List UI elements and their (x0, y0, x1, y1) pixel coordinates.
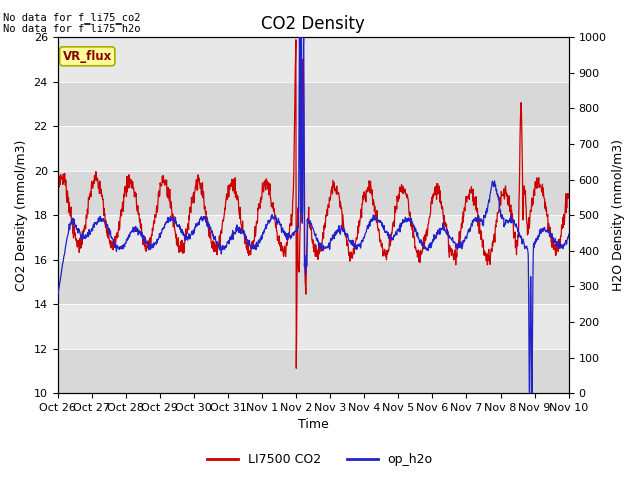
Bar (58, 82, 569, 126)
Bar (58, 171, 569, 215)
Text: No data for f̅li75̅h2o: No data for f̅li75̅h2o (3, 24, 141, 34)
Y-axis label: CO2 Density (mmol/m3): CO2 Density (mmol/m3) (15, 140, 28, 291)
Text: VR_flux: VR_flux (63, 50, 112, 63)
Bar (58, 215, 569, 260)
Y-axis label: H2O Density (mmol/m3): H2O Density (mmol/m3) (612, 139, 625, 291)
Text: No data for f_li75_co2: No data for f_li75_co2 (3, 12, 141, 23)
Title: CO2 Density: CO2 Density (261, 15, 365, 33)
Bar (58, 304, 569, 348)
Bar (58, 348, 569, 393)
Bar (58, 126, 569, 171)
X-axis label: Time: Time (298, 419, 328, 432)
Bar (58, 260, 569, 304)
Bar (58, 37, 569, 82)
Legend: LI7500 CO2, op_h2o: LI7500 CO2, op_h2o (202, 448, 438, 471)
